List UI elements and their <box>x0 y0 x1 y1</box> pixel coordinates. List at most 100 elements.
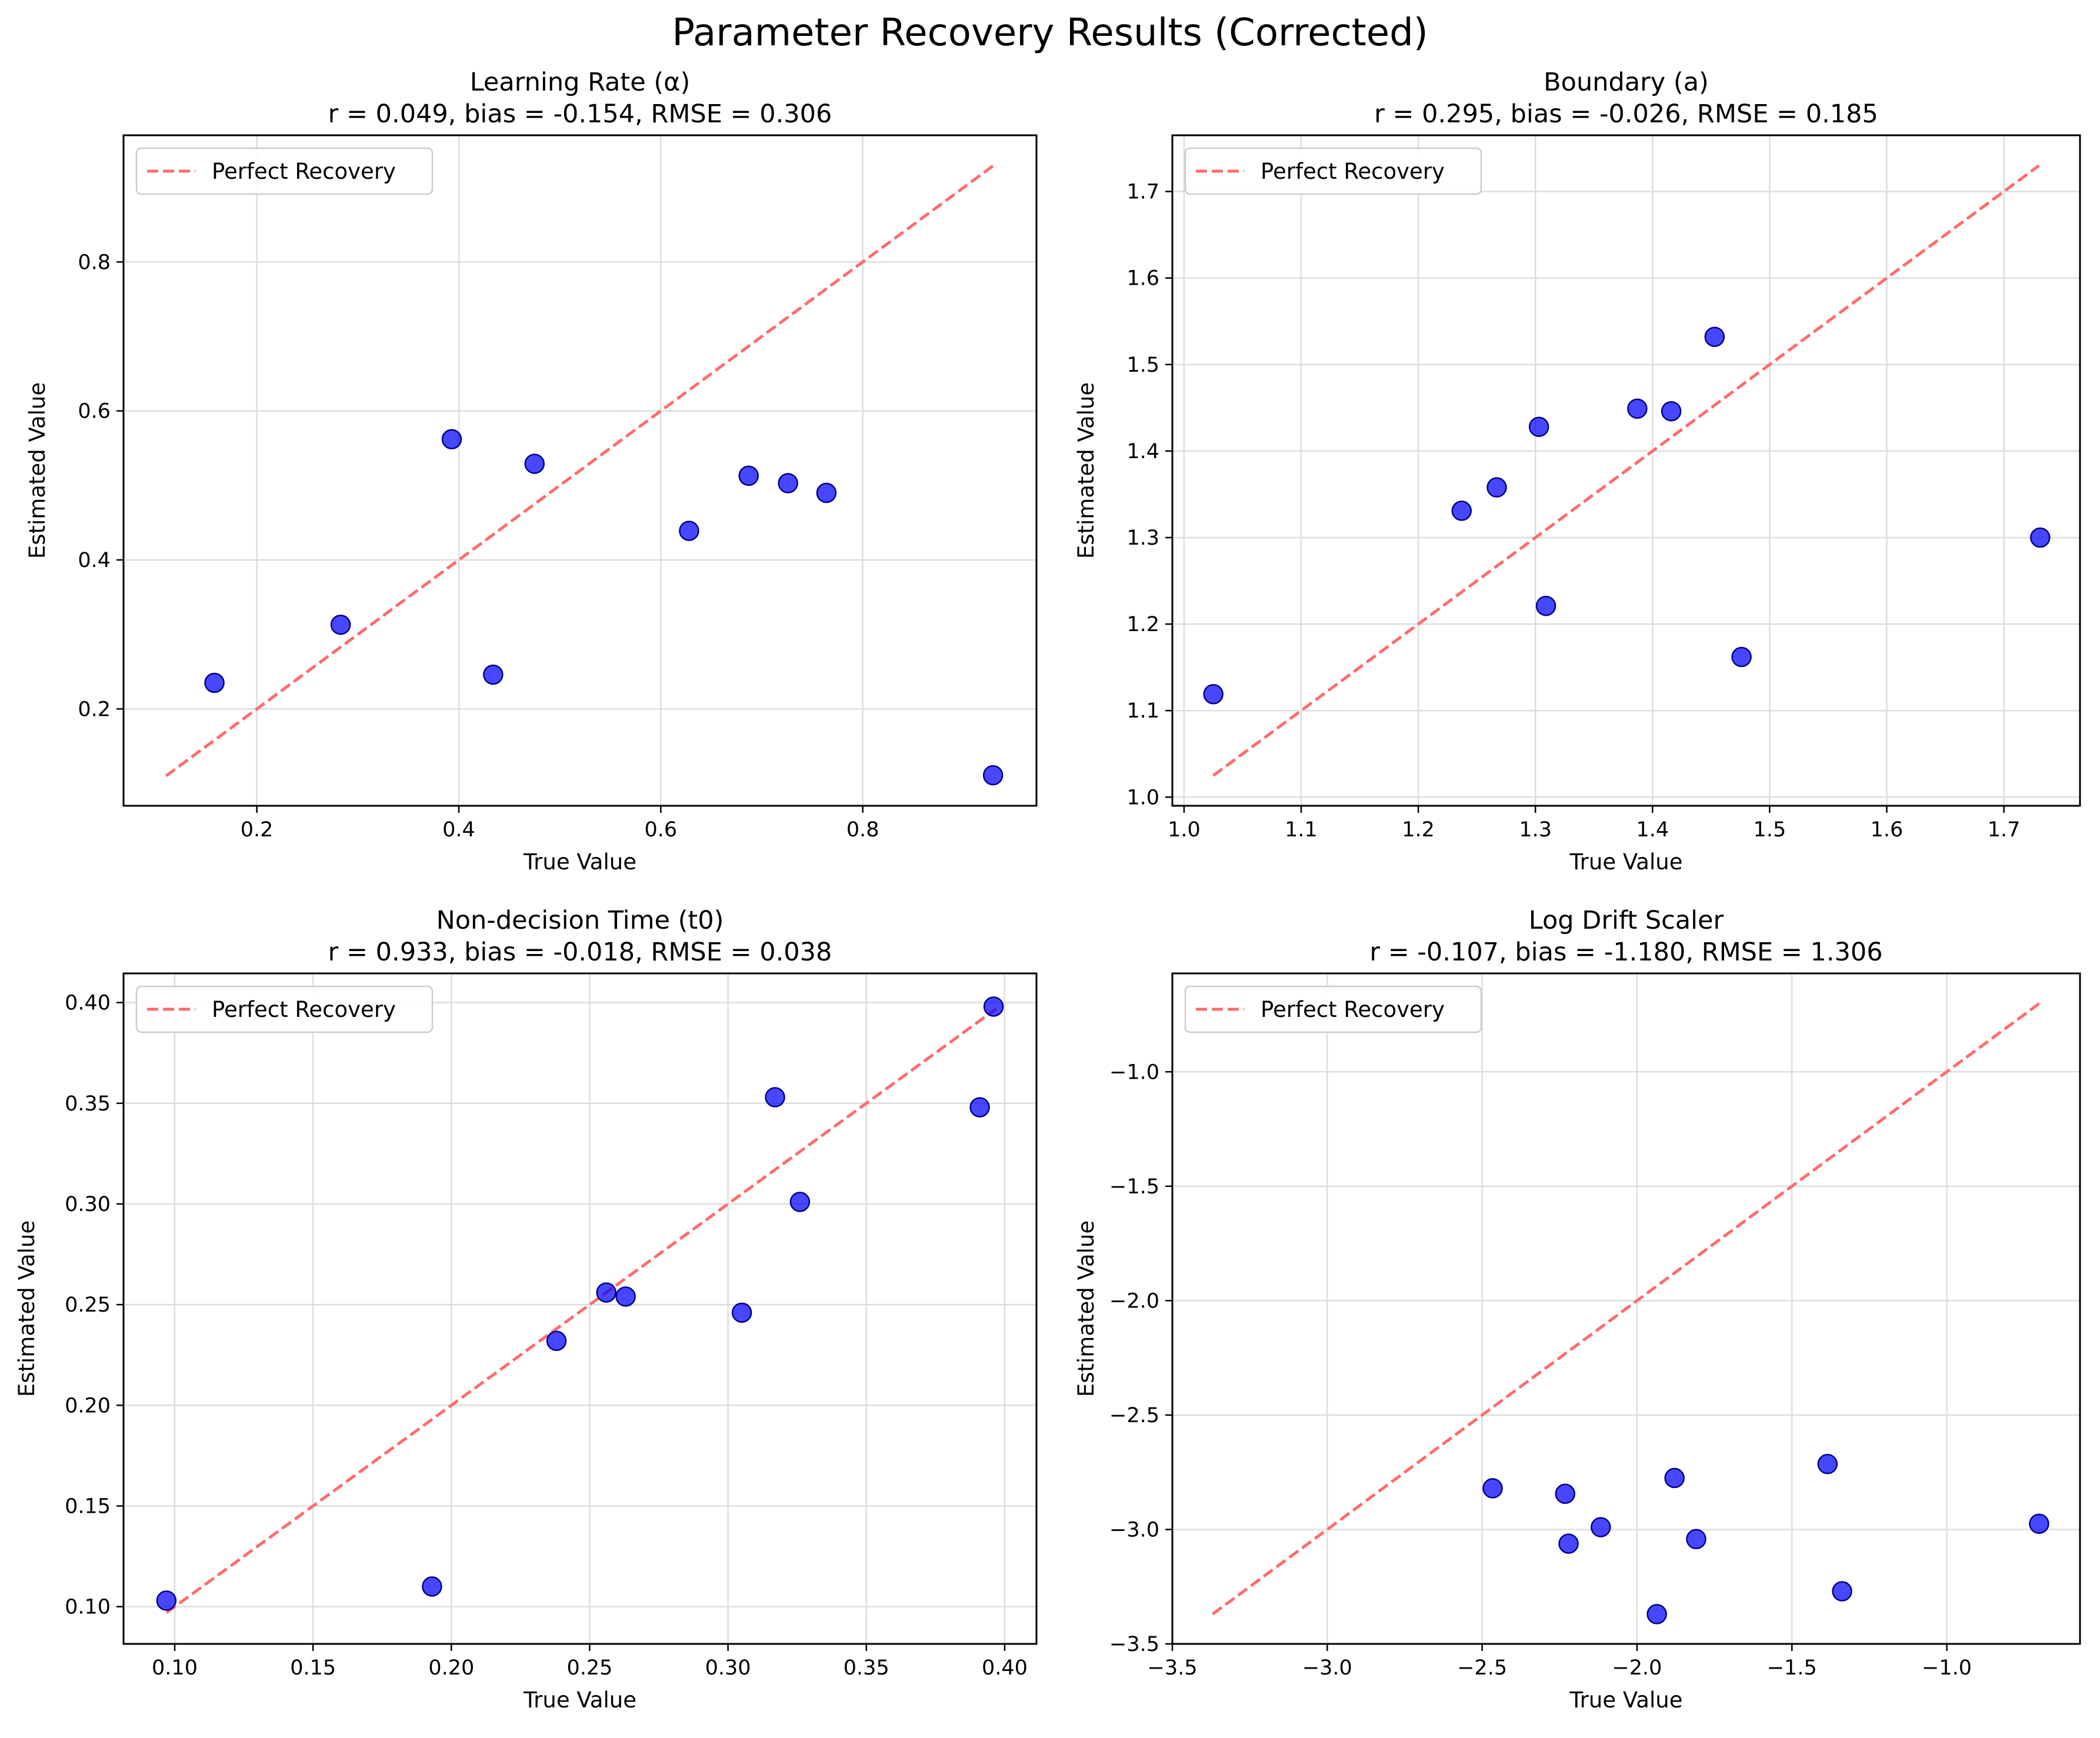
data-point <box>524 453 545 474</box>
data-point <box>204 672 225 693</box>
non-decision-time-x-axis-label: True Value <box>523 1687 636 1713</box>
learning-rate-axes-frame <box>122 134 1038 807</box>
y-tick-label: −3.0 <box>1109 1518 1159 1542</box>
boundary-title: Boundary (a) <box>1544 68 1709 97</box>
y-tick-label: 0.10 <box>65 1596 111 1619</box>
y-tick-label: 1.0 <box>1126 786 1159 809</box>
non-decision-time-subtitle: r = 0.933, bias = -0.018, RMSE = 0.038 <box>328 938 832 967</box>
non-decision-time-panel: 0.10 0.15 0.20 0.25 0.30 0.35 0.40 0.10 0.15 0.20… <box>14 906 1038 1713</box>
boundary-grid <box>1172 135 2080 806</box>
x-tick-label: 1.2 <box>1402 818 1435 842</box>
learning-rate-title: Learning Rate (α) <box>470 68 691 97</box>
y-tick-label: 0.4 <box>78 549 111 572</box>
learning-rate-grid <box>124 135 1036 806</box>
x-tick-label: 0.10 <box>152 1656 198 1680</box>
x-tick-label: 0.20 <box>428 1656 474 1680</box>
legend-label: Perfect Recovery <box>1261 159 1445 184</box>
legend-box <box>1184 147 1482 195</box>
data-point <box>156 1590 177 1611</box>
data-point <box>778 473 798 493</box>
perfect-recovery-line <box>165 164 995 778</box>
perfect-recovery-line <box>1211 1002 2041 1616</box>
data-point <box>816 482 837 503</box>
x-tick-label: 1.3 <box>1519 818 1552 842</box>
data-point <box>330 614 351 635</box>
non-decision-time-title: Non-decision Time (t0) <box>436 906 724 935</box>
boundary-y-axis-label: Estimated Value <box>1074 382 1099 559</box>
data-point <box>1646 1604 1667 1624</box>
data-point <box>1817 1453 1838 1475</box>
data-point <box>1731 646 1752 668</box>
log-drift-scaler-y-axis-label: Estimated Value <box>1074 1220 1099 1397</box>
y-tick-label: 1.3 <box>1126 526 1159 550</box>
boundary-points <box>1203 326 2051 705</box>
data-point <box>982 765 1004 786</box>
data-point <box>2029 1513 2049 1534</box>
non-decision-time-legend: Perfect Recovery <box>135 985 434 1033</box>
x-tick-label: 1.0 <box>1168 818 1201 842</box>
data-point <box>765 1087 785 1107</box>
y-tick-label: 1.1 <box>1126 699 1159 723</box>
x-tick-label: 0.25 <box>566 1656 612 1680</box>
non-decision-time-y-axis-label: Estimated Value <box>14 1220 39 1397</box>
x-tick-label: 0.2 <box>241 818 274 842</box>
y-tick-label: 0.25 <box>65 1293 111 1317</box>
data-point <box>1482 1478 1503 1499</box>
y-tick-label: 1.7 <box>1126 181 1159 204</box>
y-tick-label: 1.6 <box>1126 267 1159 291</box>
data-point <box>969 1097 990 1117</box>
data-point <box>596 1282 616 1303</box>
data-point <box>1661 401 1682 422</box>
learning-rate-panel: 0.2 0.4 0.6 0.8 0.2 0.4 0.6 0.8 Learning Rate (α… <box>25 68 1038 875</box>
x-tick-label: 0.4 <box>442 818 475 842</box>
boundary-panel: 1.0 1.1 1.2 1.3 1.4 1.5 1.6 1.7 1.0 1.1 1.2 1.3 1.4 1… <box>1074 68 2081 875</box>
data-point <box>1451 501 1472 521</box>
x-tick-label: 1.4 <box>1636 818 1669 842</box>
data-point <box>1686 1529 1706 1550</box>
y-tick-label: −3.5 <box>1109 1633 1159 1656</box>
y-tick-label: 0.15 <box>65 1495 111 1518</box>
learning-rate-x-axis-label: True Value <box>523 849 636 875</box>
x-tick-label: 0.30 <box>705 1656 751 1680</box>
y-tick-label: −2.5 <box>1109 1404 1159 1427</box>
non-decision-time-axes-frame <box>122 972 1038 1645</box>
learning-rate-y-axis-label: Estimated Value <box>25 382 50 559</box>
non-decision-time-points <box>156 996 1004 1611</box>
learning-rate-points <box>204 429 1004 786</box>
data-point <box>1558 1533 1579 1554</box>
data-point <box>1555 1483 1576 1505</box>
y-tick-label: −1.0 <box>1109 1060 1159 1084</box>
log-drift-scaler-subtitle: r = -0.107, bias = -1.180, RMSE = 1.306 <box>1369 938 1882 967</box>
data-point <box>1832 1581 1852 1602</box>
boundary-legend: Perfect Recovery <box>1184 147 1482 195</box>
y-tick-label: 1.5 <box>1126 353 1159 377</box>
x-tick-label: 0.8 <box>846 818 879 842</box>
perfect-recovery-line <box>1212 164 2040 777</box>
data-point <box>983 996 1004 1017</box>
y-tick-label: 0.6 <box>78 400 111 423</box>
y-tick-label: −2.0 <box>1109 1289 1159 1313</box>
boundary-axes-frame <box>1171 134 2081 807</box>
data-point <box>679 521 699 541</box>
y-tick-label: 0.35 <box>65 1092 111 1116</box>
log-drift-scaler-points <box>1482 1453 2049 1624</box>
legend-label: Perfect Recovery <box>212 997 396 1022</box>
data-point <box>1664 1467 1685 1489</box>
x-tick-label: 0.40 <box>982 1656 1028 1680</box>
data-point <box>731 1302 752 1323</box>
log-drift-scaler-title: Log Drift Scaler <box>1529 906 1724 935</box>
data-point <box>1486 477 1507 498</box>
data-point <box>789 1192 811 1212</box>
y-tick-label: 0.30 <box>65 1193 111 1216</box>
data-point <box>1528 416 1549 437</box>
learning-rate-legend: Perfect Recovery <box>135 147 434 195</box>
y-tick-label: 0.2 <box>78 698 111 721</box>
x-tick-label: 0.6 <box>645 818 678 842</box>
data-point <box>483 664 504 685</box>
data-point <box>1591 1517 1611 1537</box>
data-point <box>422 1576 442 1597</box>
x-tick-label: −2.0 <box>1612 1656 1662 1680</box>
y-tick-label: 1.2 <box>1126 613 1159 636</box>
perfect-recovery-line <box>165 1007 998 1614</box>
